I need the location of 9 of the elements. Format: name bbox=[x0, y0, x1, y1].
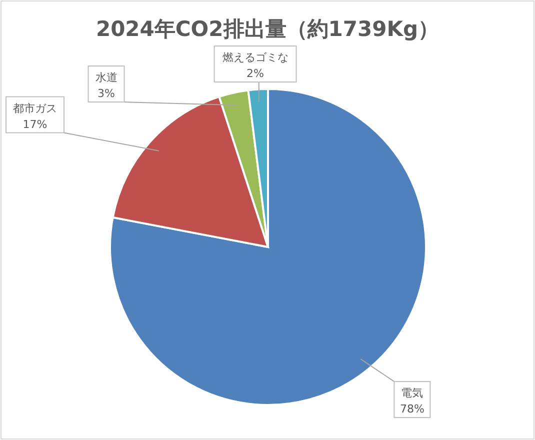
slice-label: 都市ガス bbox=[13, 102, 57, 115]
slice-label: 燃えるゴミな bbox=[222, 51, 288, 64]
data-label: 3% bbox=[98, 87, 115, 100]
slice-label: 電気 bbox=[401, 386, 424, 400]
data-label: 2% bbox=[246, 67, 264, 80]
data-label: 78% bbox=[400, 402, 424, 416]
chart-title: 2024年CO2排出量（約1739Kg） bbox=[96, 17, 440, 41]
slice-label: 水道 bbox=[95, 71, 118, 84]
data-label: 17% bbox=[22, 118, 48, 131]
